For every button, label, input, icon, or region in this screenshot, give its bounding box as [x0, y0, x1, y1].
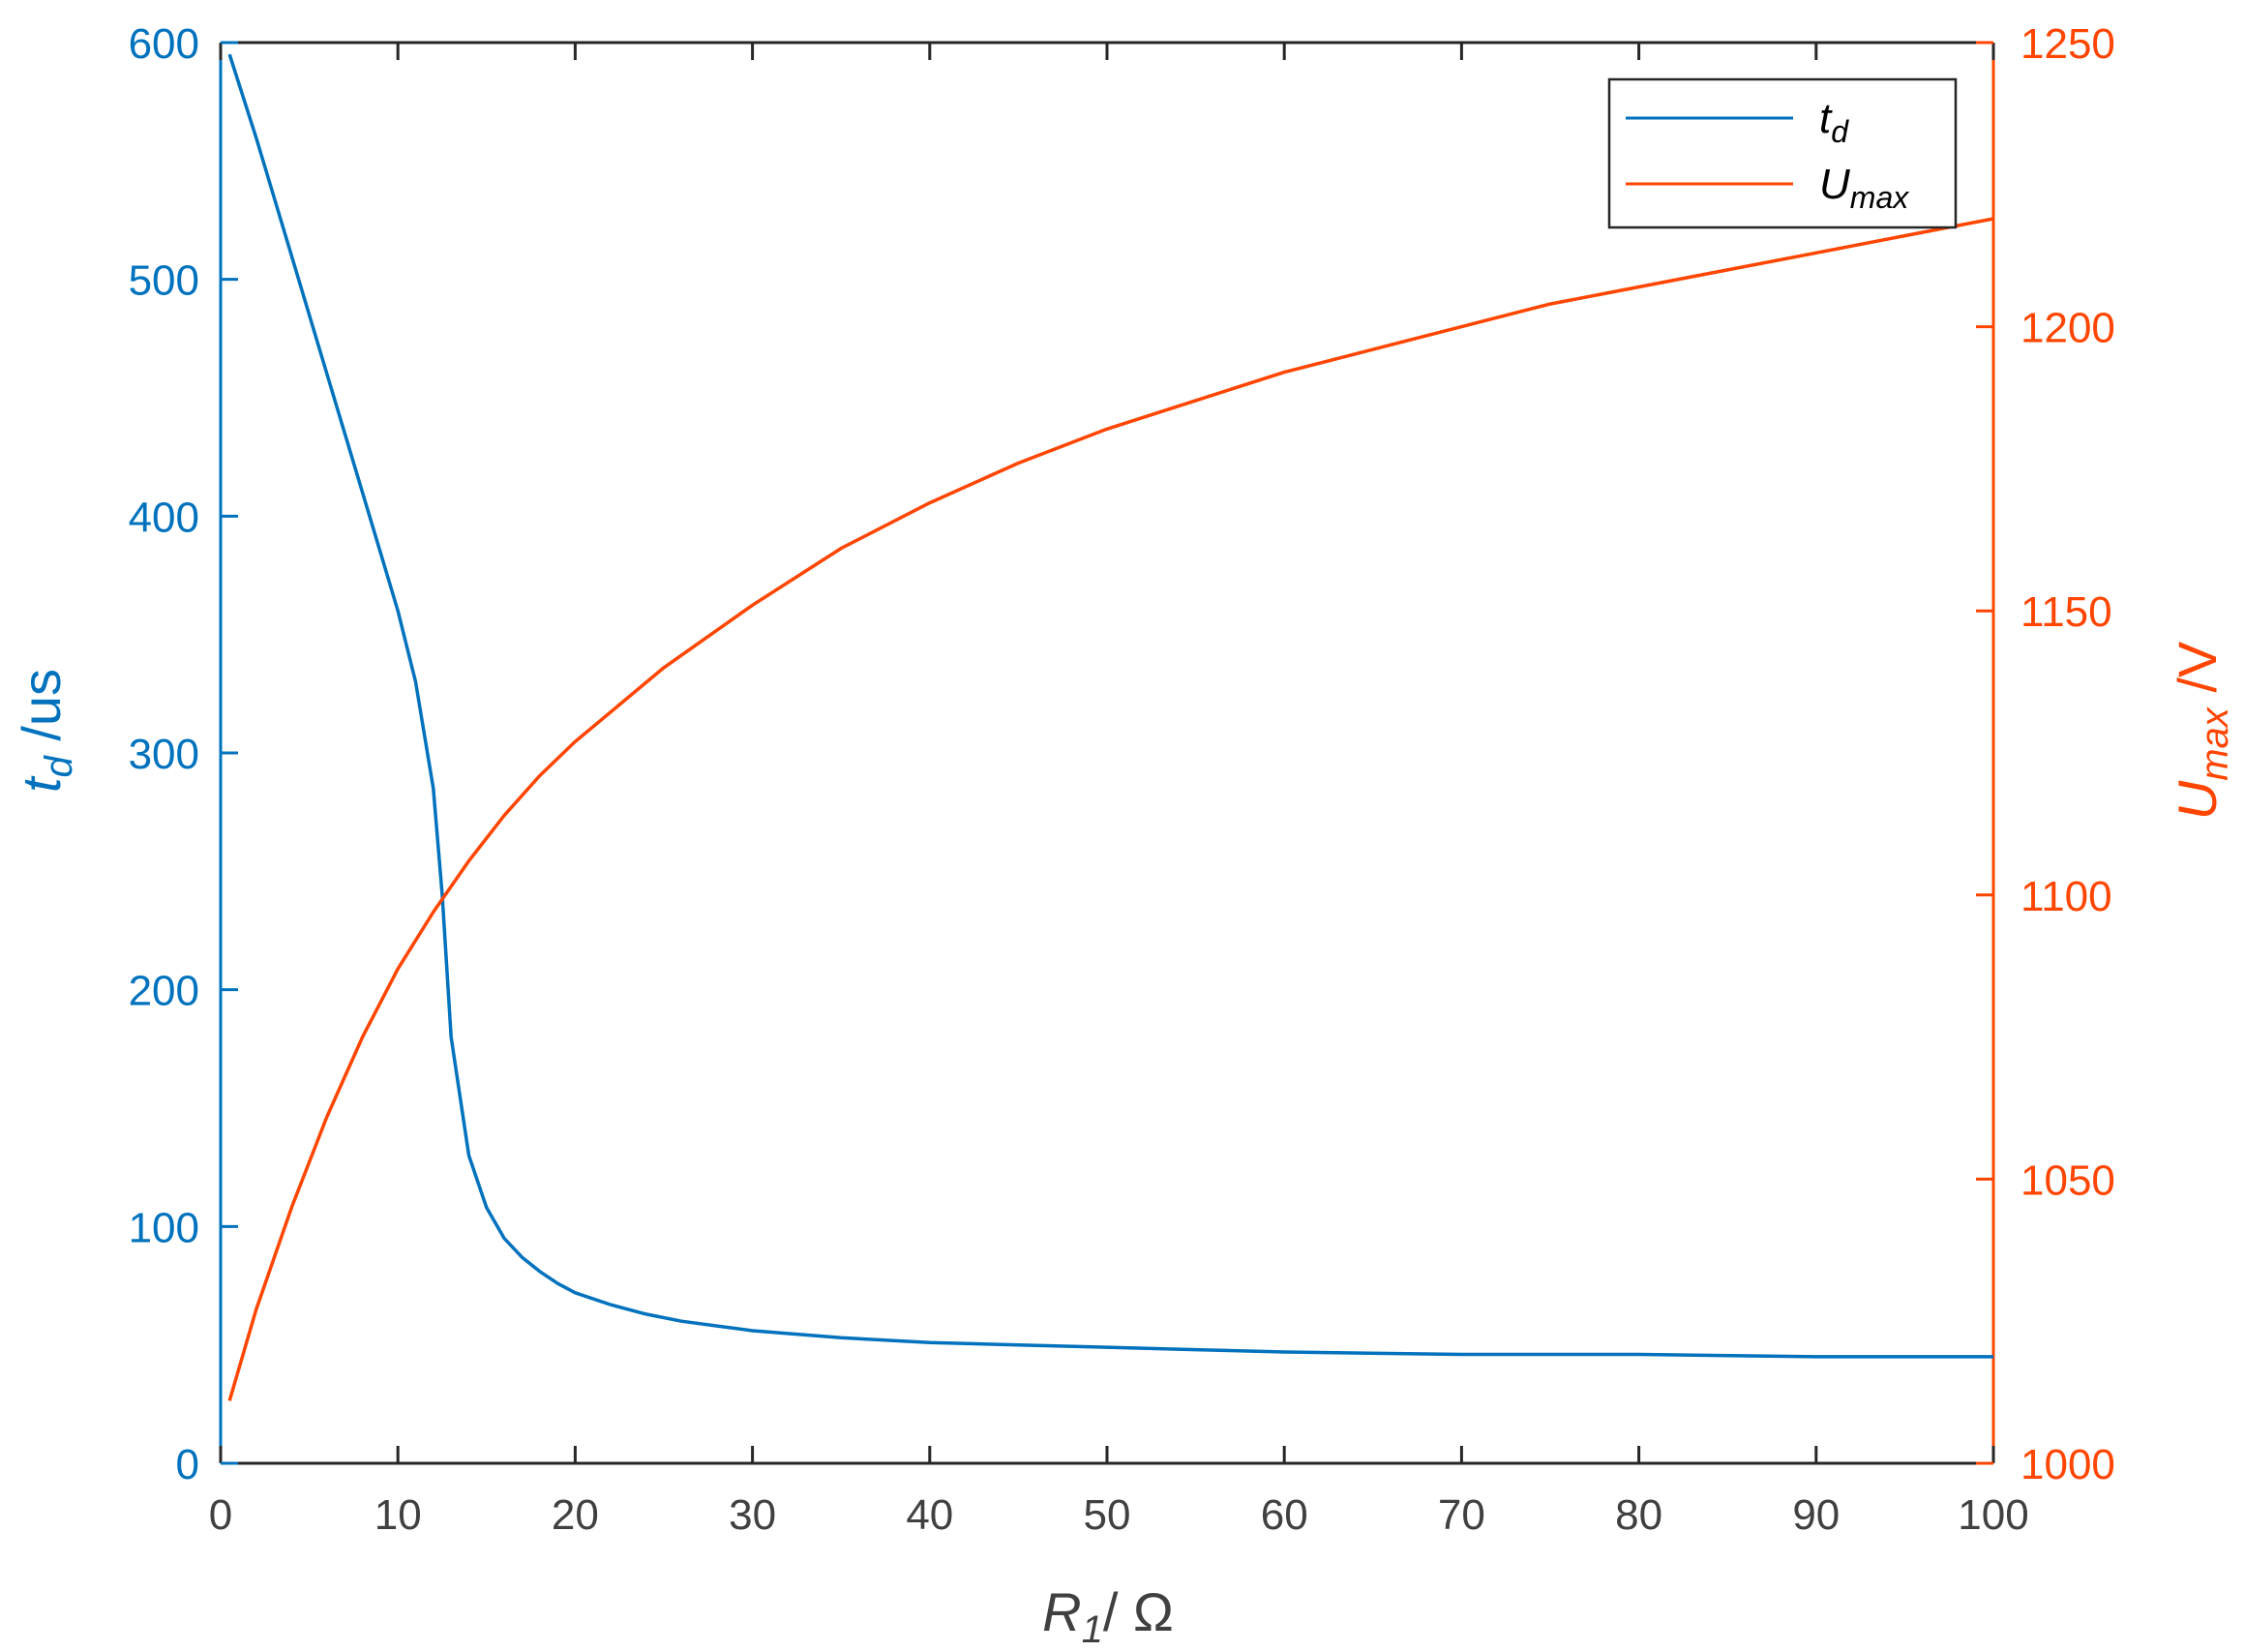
- legend-label-td: td: [1819, 95, 1849, 149]
- legend-label-td-sub: d: [1831, 114, 1849, 149]
- right-y-tick-label: 1150: [2020, 588, 2112, 636]
- left-y-axis-title-rest: /us: [11, 669, 72, 756]
- left-y-axis-title-main: t: [11, 775, 72, 793]
- x-tick-label: 0: [209, 1491, 232, 1539]
- x-tick-label: 40: [906, 1491, 953, 1539]
- legend-box: [1607, 77, 1958, 229]
- left-y-axis-title: td /us: [11, 669, 80, 793]
- x-axis-title: R1/ Ω: [1042, 1581, 1174, 1651]
- legend-label-umax-main: U: [1819, 161, 1850, 208]
- right-y-tick-label: 1000: [2020, 1441, 2115, 1488]
- x-tick-label: 70: [1438, 1491, 1485, 1539]
- left-y-axis-title-sub: d: [38, 754, 80, 777]
- left-y-tick-label: 200: [129, 968, 199, 1015]
- left-y-axis-ticks: 0 100 200 300 400 500 600: [129, 20, 238, 1488]
- x-tick-label: 10: [374, 1491, 422, 1539]
- left-y-tick-label: 0: [176, 1441, 199, 1488]
- x-axis-title-rest: / Ω: [1103, 1581, 1174, 1642]
- right-y-tick-label: 1050: [2020, 1156, 2115, 1204]
- series-layer: [227, 53, 1994, 1401]
- x-tick-label: 50: [1084, 1491, 1131, 1539]
- right-y-axis-title: Umax /V: [2167, 641, 2236, 820]
- left-y-tick-label: 600: [129, 20, 199, 68]
- left-y-tick-label: 300: [129, 731, 199, 778]
- x-axis-title-main: R: [1042, 1581, 1081, 1642]
- x-tick-label: 80: [1615, 1491, 1662, 1539]
- series-line-umax: [227, 217, 1994, 1401]
- x-axis-title-sub: 1: [1082, 1608, 1103, 1651]
- x-tick-label: 20: [552, 1491, 599, 1539]
- right-y-tick-label: 1200: [2020, 305, 2115, 352]
- right-y-axis-title-rest: /V: [2167, 641, 2228, 707]
- x-tick-label: 30: [729, 1491, 776, 1539]
- legend-label-umax-sub: max: [1850, 180, 1909, 215]
- left-y-tick-label: 400: [129, 494, 199, 541]
- left-y-tick-label: 100: [129, 1204, 199, 1251]
- x-axis-ticks: 0 10 20 30 40 50 60 70 80 90 100: [209, 43, 2029, 1539]
- right-y-axis-title-main: U: [2167, 780, 2228, 820]
- right-y-tick-label: 1100: [2020, 873, 2112, 920]
- series-line-td: [227, 53, 1993, 1359]
- x-tick-label: 100: [1958, 1491, 2028, 1539]
- legend: td Umax: [1607, 77, 1958, 229]
- left-y-tick-label: 500: [129, 257, 199, 305]
- right-y-axis-title-sub: max: [2194, 706, 2236, 781]
- x-tick-label: 60: [1261, 1491, 1308, 1539]
- right-y-axis-ticks: 1000 1050 1100 1150 1200 1250: [1976, 20, 2115, 1488]
- x-tick-label: 90: [1792, 1491, 1840, 1539]
- legend-label-td-main: t: [1819, 95, 1833, 142]
- right-y-tick-label: 1250: [2020, 20, 2115, 68]
- legend-label-umax: Umax: [1819, 161, 1909, 215]
